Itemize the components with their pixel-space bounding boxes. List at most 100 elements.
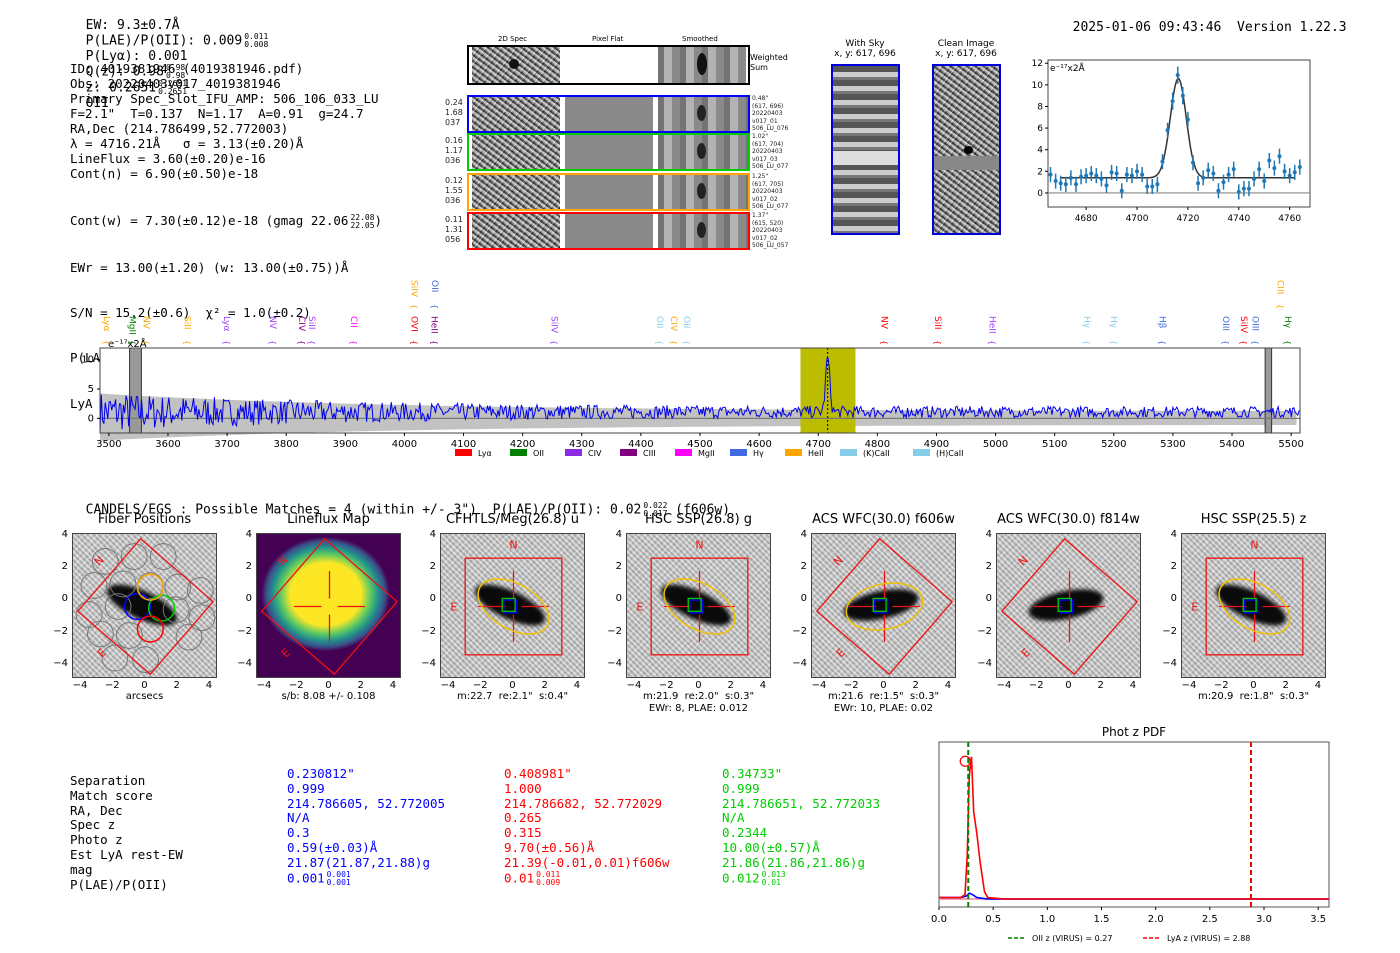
timestamp: 2025-01-06 09:43:46 xyxy=(1072,20,1222,35)
x-tick-label: −4 xyxy=(440,680,456,691)
data-point xyxy=(1201,175,1206,180)
x-tick-label: 4300 xyxy=(569,439,594,450)
y-tick-label: 2 xyxy=(245,561,252,573)
cutout-title: CFHTLS/Meg(26.8) u xyxy=(445,512,580,527)
y-tick-label: −2 xyxy=(607,625,622,637)
north-label: N xyxy=(276,553,291,568)
highlight-fiber xyxy=(136,573,164,601)
line-marker-brace: { xyxy=(307,340,316,345)
line-marker: OVI { xyxy=(408,316,418,345)
line-marker-brace: { xyxy=(1283,340,1292,345)
row-stat: 036 xyxy=(445,156,461,165)
fiber-circle xyxy=(120,543,148,570)
qz-lower: 0.98 xyxy=(165,71,186,80)
line-marker-brace: { xyxy=(430,304,439,309)
data-point xyxy=(1170,99,1175,104)
masked-region xyxy=(129,347,142,434)
line-marker-label: CIV xyxy=(668,316,678,332)
data-point xyxy=(1236,189,1241,194)
plot-frame xyxy=(1047,59,1311,208)
data-point xyxy=(1079,174,1084,179)
east-label: E xyxy=(1019,646,1033,660)
row-pixelflat-image xyxy=(565,214,653,248)
x-tick-label: −2 xyxy=(843,680,859,691)
line-marker-brace: { xyxy=(1275,304,1284,309)
sky-band xyxy=(833,151,898,165)
x-tick-label: 0 xyxy=(880,680,887,691)
y-tick-label: −2 xyxy=(53,625,68,637)
clean-image-title: Clean Image x, y: 617, 696 xyxy=(930,39,1002,59)
line-marker-label: SiIV xyxy=(408,280,418,298)
cutout-overlay: NE xyxy=(815,537,954,676)
row-2dspec-image xyxy=(472,135,560,169)
plae-lo: 0.009 xyxy=(536,877,561,887)
data-point xyxy=(1252,176,1257,181)
y-tick-label: 5 xyxy=(88,384,94,395)
galaxy-ellipse xyxy=(663,578,736,635)
x-tick-label: −2 xyxy=(104,680,120,691)
x-tick-label: 4600 xyxy=(746,439,771,450)
match-row-label: Spec z xyxy=(70,817,116,833)
cutout-title: HSC SSP(25.5) z xyxy=(1200,512,1307,527)
match-value: 0.230812" xyxy=(287,766,355,781)
match-value: 0.3 xyxy=(287,825,310,841)
x-tick-label: 0 xyxy=(325,680,332,691)
row-stats: 0.12 1.55 036 xyxy=(445,176,463,206)
with-sky-image xyxy=(831,64,900,235)
spec2d-row xyxy=(467,133,750,171)
x-tick-label: 5200 xyxy=(1101,439,1126,450)
y-tick-label: 4 xyxy=(985,529,992,540)
row-2dspec-image xyxy=(472,97,560,131)
line-marker: Hγ { xyxy=(1282,316,1292,345)
line-marker: OIII { xyxy=(1220,316,1230,345)
gmag-lower: 22.05 xyxy=(350,220,375,230)
x-tick-label: 4 xyxy=(389,680,397,691)
x-tick-label: −2 xyxy=(658,680,674,691)
cutout-overlay: NE xyxy=(75,537,216,676)
y-tick-label: 4 xyxy=(800,529,807,540)
y-tick-label: −2 xyxy=(421,625,436,637)
north-label: N xyxy=(831,553,846,568)
y-tick-label: 2 xyxy=(800,561,807,573)
ifu-footprint xyxy=(1205,557,1304,656)
catalog-header: CANDELS/EGS : Possible Matches = 4 (with… xyxy=(70,487,730,518)
source-spot xyxy=(509,59,519,69)
data-point xyxy=(1119,188,1124,193)
info-line: ID: 4019381946 (4019381946.pdf) xyxy=(70,61,304,76)
data-point xyxy=(1109,170,1114,175)
line-marker-brace: { xyxy=(142,340,151,345)
match-marker-blue xyxy=(503,599,518,614)
gmag-upper: 22.08 xyxy=(350,212,375,222)
line-marker-label: NV xyxy=(267,316,277,330)
plae-range: 0.011 0.009 xyxy=(536,870,561,887)
plae-lo: 0.001 xyxy=(326,877,351,887)
row-pixelflat-image xyxy=(565,175,653,209)
line-marker-brace: { xyxy=(1239,340,1248,345)
x-tick-label: −2 xyxy=(288,680,304,691)
line-marker-label: Hγ xyxy=(1282,316,1292,329)
cutout-title: Lineflux Map xyxy=(287,512,370,527)
line-marker-brace: { xyxy=(1221,340,1230,345)
match-row-label: Est LyA rest-EW xyxy=(70,846,183,862)
fiber-meta-line: 20220403 xyxy=(752,110,783,117)
z-lower: 0.2651 xyxy=(158,87,188,96)
line-marker-label: SiII xyxy=(181,316,191,330)
y-tick-label: 2 xyxy=(985,561,992,573)
match-value: 0.999 xyxy=(287,780,325,796)
x-tick-label: 4500 xyxy=(687,439,712,450)
line-marker-label: OIII xyxy=(1250,316,1260,331)
line-marker-brace: { xyxy=(1082,340,1091,345)
x-tick-label: 4000 xyxy=(392,439,417,450)
ifu-footprint xyxy=(1000,537,1139,676)
y-tick-label: 4 xyxy=(429,529,436,540)
x-tick-label: −4 xyxy=(811,680,827,691)
north-label: N xyxy=(695,539,703,552)
x-tick-label: 4800 xyxy=(865,439,890,450)
line-marker: Hγ { xyxy=(1108,316,1118,345)
line-marker: SiIV { xyxy=(549,316,559,345)
y-tick-label: 0 xyxy=(615,593,622,605)
ew-value: EW: 9.3±0.7Å xyxy=(85,18,180,33)
fiber-circle xyxy=(109,570,137,598)
x-tick-label: 3.0 xyxy=(1256,914,1272,925)
